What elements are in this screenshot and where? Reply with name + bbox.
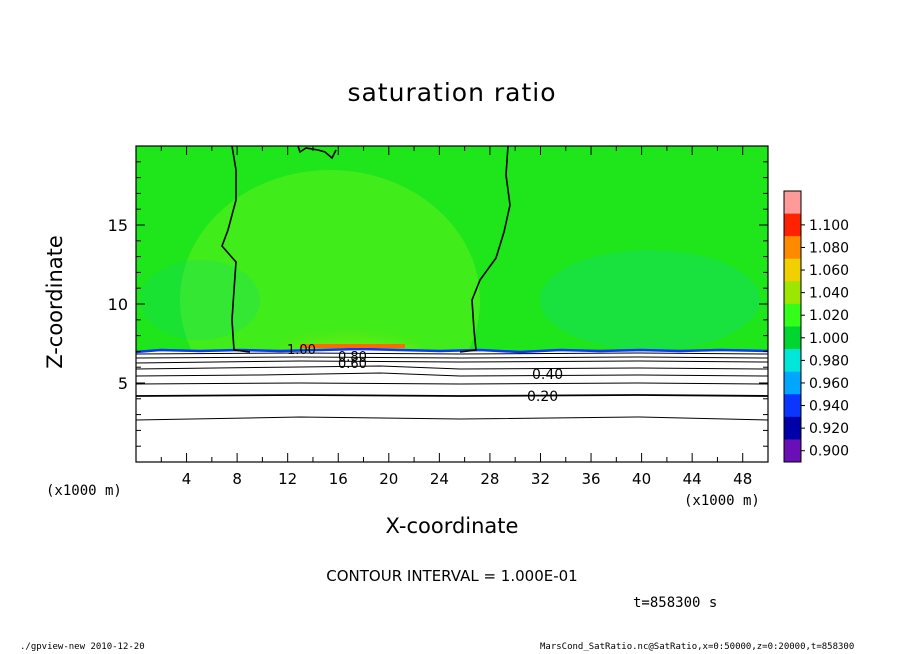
colorbar-swatch — [784, 236, 801, 260]
chart-title: saturation ratio — [347, 78, 557, 107]
subsat-patch — [540, 250, 760, 350]
colorbar-swatch — [784, 439, 801, 463]
colorbar-label: 0.960 — [809, 376, 849, 392]
colorbar-label: 0.920 — [809, 421, 849, 437]
footer-left: ./gpview-new 2010-12-20 — [20, 642, 145, 652]
x-tick-label: 36 — [581, 470, 600, 488]
colorbar-label: 1.100 — [809, 218, 849, 234]
x-tick-label: 12 — [278, 470, 297, 488]
colorbar-swatch — [784, 371, 801, 395]
time-stamp: t=858300 s — [633, 595, 718, 611]
subsaturated-region — [136, 349, 768, 462]
colorbar-swatch — [784, 191, 801, 214]
colorbar-swatch — [784, 326, 801, 350]
contour-label: 0.60 — [338, 357, 367, 372]
colorbar-swatch — [784, 394, 801, 418]
x-tick-label: 28 — [480, 470, 499, 488]
colorbar-frame — [783, 190, 802, 463]
colorbar-swatch — [784, 416, 801, 440]
x-tick-label: 40 — [632, 470, 651, 488]
x-tick-label: 20 — [379, 470, 398, 488]
contour-label: 0.40 — [532, 367, 563, 383]
x-tick-label: 32 — [531, 470, 550, 488]
contour-label: 0.20 — [527, 389, 558, 405]
colorbar-label: 0.980 — [809, 353, 849, 369]
supersat-strip — [300, 344, 405, 348]
y-tick-label: 15 — [108, 216, 128, 235]
boundary-band — [136, 347, 768, 354]
contour-interval-note: CONTOUR INTERVAL = 1.000E-01 — [326, 567, 578, 585]
colorbar-label: 1.040 — [809, 286, 849, 302]
x-axis-unit: (x1000 m) — [684, 493, 760, 509]
colorbar-swatch — [784, 258, 801, 282]
cloud-contour — [221, 146, 511, 353]
lower-contours — [136, 352, 768, 421]
colorbar-label: 1.000 — [809, 331, 849, 347]
colorbar-label: 0.940 — [809, 399, 849, 415]
colorbar-label: 1.080 — [809, 240, 849, 256]
footer-right: MarsCond_SatRatio.nc@SatRatio,x=0:50000,… — [540, 642, 855, 652]
colorbar-swatch — [784, 213, 801, 237]
colorbar-swatch — [784, 303, 801, 327]
subsat-patch — [140, 260, 260, 340]
y-axis-unit: (x1000 m) — [46, 483, 122, 499]
colorbar-swatch — [784, 349, 801, 372]
colorbar-label: 1.060 — [809, 263, 849, 279]
y-tick-label: 5 — [118, 374, 128, 393]
colorbar-swatch — [784, 281, 801, 305]
x-tick-label: 16 — [329, 470, 348, 488]
y-axis-label: Z-coordinate — [43, 235, 67, 369]
y-tick-label: 10 — [108, 295, 128, 314]
x-tick-label: 44 — [683, 470, 702, 488]
colorbar-label: 0.900 — [809, 444, 849, 460]
x-tick-label: 4 — [182, 470, 192, 488]
x-tick-label: 24 — [430, 470, 449, 488]
contour-label: 0.80 — [338, 350, 367, 365]
contour-label: 1.00 — [287, 343, 316, 358]
x-axis-label: X-coordinate — [385, 514, 519, 538]
x-tick-label: 8 — [232, 470, 242, 488]
colorbar-label: 1.020 — [809, 308, 849, 324]
x-tick-label: 48 — [733, 470, 752, 488]
